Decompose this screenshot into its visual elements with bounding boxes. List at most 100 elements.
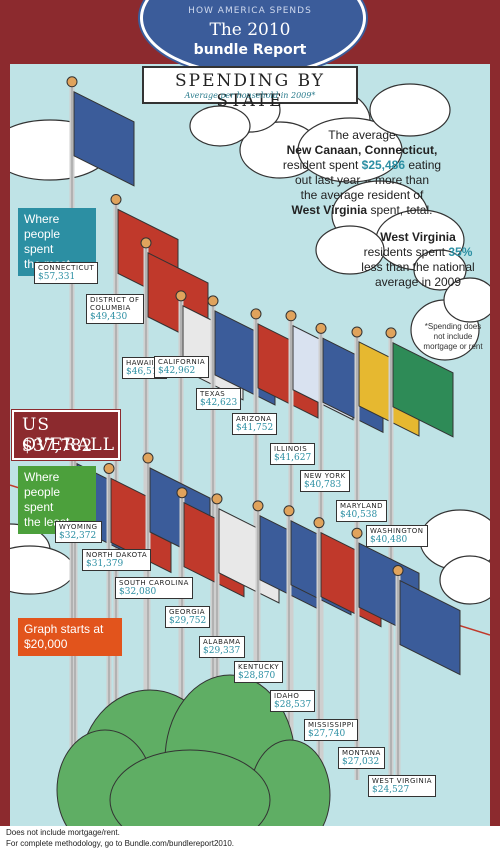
- cloud-shape: [315, 225, 385, 275]
- flagpole-finial: [385, 327, 397, 339]
- flagpole-finial: [110, 193, 122, 205]
- cloud-shape: [443, 277, 490, 323]
- state-tag-name: CONNECTICUT: [38, 264, 95, 272]
- flagpole-finial: [285, 310, 297, 322]
- state-tag: WYOMING $32,372: [55, 521, 102, 543]
- state-tag-value: $24,527: [372, 785, 410, 795]
- state-tag: MONTANA $27,032: [338, 747, 385, 769]
- state-tag-value: $41,752: [236, 423, 274, 433]
- footer-note: Does not include mortgage/rent.: [6, 828, 120, 837]
- callout-line: Where: [24, 470, 60, 484]
- callout-line: Where: [24, 212, 60, 226]
- state-tag-name: TEXAS: [200, 390, 226, 398]
- state-tag-name: COLUMBIA: [90, 304, 131, 312]
- state-tag: ARIZONA $41,752: [232, 413, 278, 435]
- state-tag: CONNECTICUT $57,331: [34, 262, 99, 284]
- fact-line: less than the national: [361, 260, 475, 274]
- state-tag: KENTUCKY $28,870: [234, 661, 284, 683]
- state-flag: [399, 579, 461, 676]
- state-tag: CALIFORNIA $42,962: [154, 356, 210, 378]
- flag-chart: [10, 76, 490, 826]
- flagpole-finial: [250, 308, 262, 320]
- state-tag-name: ALABAMA: [203, 638, 241, 646]
- state-flag: [73, 90, 135, 187]
- state-tag-value: $29,337: [203, 646, 241, 656]
- state-tag-value: $32,372: [59, 531, 97, 541]
- flagpole-finial: [142, 452, 154, 464]
- state-tag-name: MONTANA: [342, 749, 381, 757]
- state-tag-value: $57,331: [38, 272, 76, 282]
- chart-subtitle: Average per household in 2009*: [184, 91, 316, 100]
- state-tag: GEORGIA $29,752: [165, 606, 211, 628]
- fact-line: out last year -- more than: [294, 173, 430, 187]
- state-tag-name: DISTRICT OF: [90, 296, 140, 304]
- state-tag-value: $40,480: [370, 535, 408, 545]
- fact-amount: $25,486: [361, 158, 406, 172]
- state-tag-value: $42,623: [200, 398, 238, 408]
- state-tag-value: $27,740: [308, 729, 346, 739]
- state-tag-name: WYOMING: [59, 523, 98, 531]
- state-tag: ALABAMA $29,337: [199, 636, 245, 658]
- cloud-shape: [413, 249, 467, 291]
- cloud-shape: [439, 555, 490, 605]
- flagpole-finial: [176, 487, 188, 499]
- fact-place: West Virginia: [380, 230, 456, 244]
- cloud-shape: [10, 545, 75, 595]
- flagpole-finial: [252, 500, 264, 512]
- footer-methodology: For complete methodology, go to Bundle.c…: [6, 839, 234, 848]
- flagpole-finial: [66, 76, 78, 88]
- callout-line: $20,000: [24, 637, 68, 651]
- new-canaan-fact: The average New Canaan, Connecticut, res…: [262, 128, 462, 218]
- fact-line: The average: [328, 128, 396, 142]
- footnote-line: not include: [433, 332, 473, 341]
- title-banner: SPENDING BY STATE Average per household …: [142, 66, 358, 111]
- state-tag: SOUTH CAROLINA $32,080: [115, 577, 193, 599]
- state-tag-value: $41,627: [274, 453, 312, 463]
- state-tag-name: NORTH DAKOTA: [86, 551, 148, 559]
- us-overall-value: $37,782: [22, 436, 93, 456]
- state-tag: IDAHO $28,537: [270, 690, 316, 712]
- fact-line: resident spent: [282, 158, 362, 172]
- state-tag: NEW YORK $40,783: [300, 470, 350, 492]
- state-flag: [392, 342, 454, 438]
- flagpole-finial: [283, 505, 295, 517]
- flagpole-finial: [211, 493, 223, 505]
- fact-line: eating: [405, 158, 442, 172]
- state-tag-name: SOUTH CAROLINA: [119, 579, 189, 587]
- state-tag-name: NEW YORK: [304, 472, 346, 480]
- flagpole-finial: [207, 295, 219, 307]
- west-virginia-fact: West Virginia residents spent 35% less t…: [358, 230, 478, 290]
- state-tag-value: $32,080: [119, 587, 157, 597]
- fact-line: spent, total.: [367, 203, 433, 217]
- cloud-shape: [297, 117, 403, 183]
- state-tag-value: $28,537: [274, 700, 312, 710]
- state-tag: ILLINOIS $41,627: [270, 443, 316, 465]
- fact-line: average in 2009: [374, 275, 462, 289]
- callout-line: people spent: [24, 227, 61, 256]
- state-tag-value: $28,870: [238, 671, 276, 681]
- footnote-cloud: *Spending does not include mortgage or r…: [420, 322, 486, 352]
- flagpole-finial: [315, 322, 327, 334]
- footnote-line: mortgage or rent: [423, 342, 483, 351]
- tree-shape: [109, 749, 271, 826]
- callout-line: Graph starts at: [24, 622, 104, 636]
- state-tag-name: WEST VIRGINIA: [372, 777, 433, 785]
- graph-start-callout: Graph starts at $20,000: [18, 618, 122, 656]
- sky-panel: [10, 64, 490, 826]
- state-tag-value: $42,962: [158, 366, 196, 376]
- state-tag-value: $31,379: [86, 559, 124, 569]
- state-tag-value: $49,430: [90, 312, 128, 322]
- cloud-shape: [189, 105, 251, 147]
- state-tag-value: $46,518: [126, 367, 164, 377]
- state-tag: TEXAS $42,623: [196, 388, 242, 410]
- state-tag: WASHINGTON $40,480: [366, 525, 428, 547]
- fact-line: the average resident of: [300, 188, 424, 202]
- fact-line: residents spent: [363, 245, 449, 259]
- state-tag: WEST VIRGINIA $24,527: [368, 775, 437, 797]
- flagpole-finial: [351, 326, 363, 338]
- header-brand: bundle Report: [193, 42, 307, 58]
- flagpole-finial: [313, 517, 325, 529]
- state-tag-name: KENTUCKY: [238, 663, 280, 671]
- cloud-shape: [369, 83, 451, 137]
